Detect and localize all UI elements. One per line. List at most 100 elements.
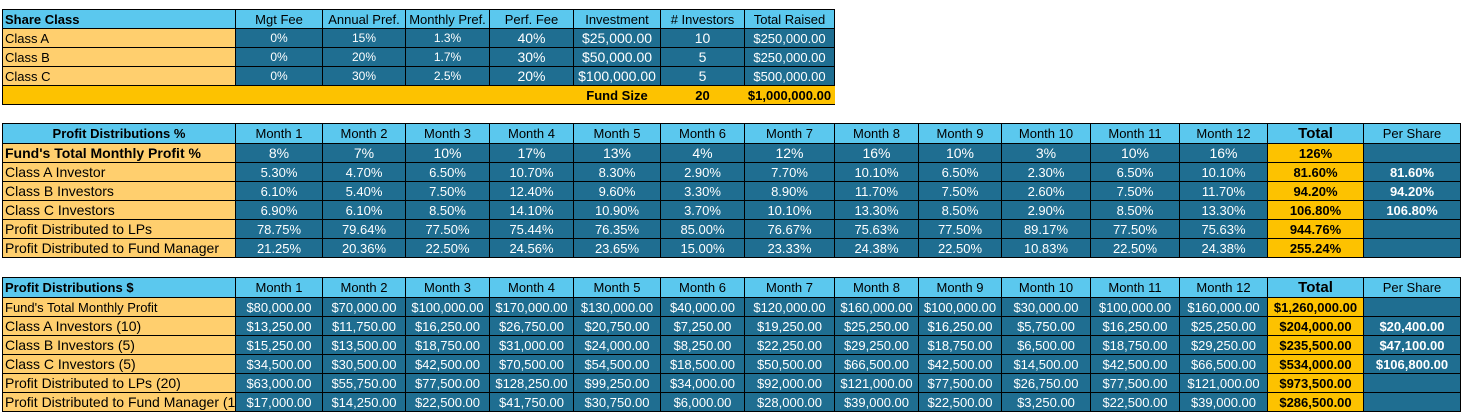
month-value-cell[interactable]: 10.83% [1001, 238, 1091, 258]
month-value-cell[interactable]: 3.70% [660, 200, 745, 220]
month-value-cell[interactable]: 13% [573, 143, 661, 163]
month-value-cell[interactable]: $121,000.00 [1179, 373, 1268, 393]
month-value-cell[interactable]: $16,250.00 [1090, 316, 1180, 336]
row-label-cell[interactable]: Class C [2, 66, 236, 86]
month-value-cell[interactable]: 10.90% [573, 200, 661, 220]
month-value-cell[interactable]: $13,250.00 [235, 316, 323, 336]
month-value-cell[interactable]: 10.10% [744, 200, 835, 220]
month-value-cell[interactable]: $66,500.00 [834, 354, 919, 374]
header-cell[interactable]: Month 6 [660, 123, 745, 144]
header-cell[interactable]: Month 7 [744, 123, 835, 144]
month-value-cell[interactable]: 79.64% [322, 219, 406, 239]
month-value-cell[interactable]: 2.60% [1001, 181, 1091, 201]
cell[interactable]: 0% [235, 28, 323, 48]
month-value-cell[interactable]: 2.90% [660, 162, 745, 182]
header-cell[interactable]: Month 12 [1179, 123, 1268, 144]
month-value-cell[interactable]: $18,750.00 [405, 335, 490, 355]
month-value-cell[interactable]: $18,500.00 [660, 354, 745, 374]
cell[interactable]: 10 [660, 28, 745, 48]
month-value-cell[interactable]: 9.60% [573, 181, 661, 201]
cell[interactable]: 30% [322, 66, 406, 86]
header-cell[interactable]: Month 11 [1090, 123, 1180, 144]
month-value-cell[interactable]: 89.17% [1001, 219, 1091, 239]
month-value-cell[interactable]: 7% [322, 143, 406, 163]
month-value-cell[interactable]: 11.70% [834, 181, 919, 201]
total-cell[interactable]: $1,260,000.00 [1267, 297, 1364, 317]
month-value-cell[interactable]: $14,500.00 [1001, 354, 1091, 374]
cell[interactable]: $100,000.00 [573, 66, 661, 86]
month-value-cell[interactable]: 78.75% [235, 219, 323, 239]
month-value-cell[interactable]: 16% [1179, 143, 1268, 163]
month-value-cell[interactable]: 3.30% [660, 181, 745, 201]
header-cell[interactable]: Month 9 [918, 123, 1002, 144]
month-value-cell[interactable]: 15.00% [660, 238, 745, 258]
month-value-cell[interactable]: $39,000.00 [834, 392, 919, 412]
month-value-cell[interactable]: 76.35% [573, 219, 661, 239]
month-value-cell[interactable]: $99,250.00 [573, 373, 661, 393]
month-value-cell[interactable]: $70,500.00 [489, 354, 574, 374]
month-value-cell[interactable]: 10% [918, 143, 1002, 163]
cell[interactable]: 20% [489, 66, 574, 86]
header-cell[interactable]: Mgt Fee [235, 9, 323, 29]
month-value-cell[interactable]: 5.30% [235, 162, 323, 182]
cell[interactable]: 40% [489, 28, 574, 48]
header-cell[interactable]: Month 2 [322, 123, 406, 144]
month-value-cell[interactable]: 14.10% [489, 200, 574, 220]
total-cell[interactable]: $534,000.00 [1267, 354, 1364, 374]
cell[interactable]: 30% [489, 47, 574, 67]
total-cell[interactable]: 126% [1267, 143, 1364, 163]
month-value-cell[interactable]: 4% [660, 143, 745, 163]
header-cell[interactable]: Month 4 [489, 123, 574, 144]
month-value-cell[interactable]: 22.50% [918, 238, 1002, 258]
cell[interactable]: 15% [322, 28, 406, 48]
month-value-cell[interactable]: 13.30% [1179, 200, 1268, 220]
month-value-cell[interactable]: $80,000.00 [235, 297, 323, 317]
header-cell[interactable]: Total [1267, 123, 1364, 144]
month-value-cell[interactable]: $55,750.00 [322, 373, 406, 393]
month-value-cell[interactable]: $54,500.00 [573, 354, 661, 374]
total-cell[interactable]: 944.76% [1267, 219, 1364, 239]
month-value-cell[interactable]: 77.50% [405, 219, 490, 239]
month-value-cell[interactable]: $77,500.00 [1090, 373, 1180, 393]
month-value-cell[interactable]: $34,000.00 [660, 373, 745, 393]
month-value-cell[interactable]: $22,500.00 [918, 392, 1002, 412]
header-cell[interactable]: Share Class [2, 9, 236, 29]
total-cell[interactable]: $204,000.00 [1267, 316, 1364, 336]
cell[interactable]: $25,000.00 [573, 28, 661, 48]
cell[interactable]: $250,000.00 [744, 28, 835, 48]
month-value-cell[interactable]: $3,250.00 [1001, 392, 1091, 412]
header-cell[interactable]: Month 2 [322, 277, 406, 298]
month-value-cell[interactable]: $18,750.00 [918, 335, 1002, 355]
month-value-cell[interactable]: 16% [834, 143, 919, 163]
header-cell[interactable]: Month 3 [405, 277, 490, 298]
month-value-cell[interactable]: $26,750.00 [489, 316, 574, 336]
month-value-cell[interactable]: $92,000.00 [744, 373, 835, 393]
per-share-cell[interactable] [1363, 238, 1461, 258]
month-value-cell[interactable]: 8.50% [1090, 200, 1180, 220]
month-value-cell[interactable]: $22,500.00 [1090, 392, 1180, 412]
month-value-cell[interactable]: $26,750.00 [1001, 373, 1091, 393]
month-value-cell[interactable]: $22,500.00 [405, 392, 490, 412]
header-cell[interactable]: Total [1267, 277, 1364, 298]
month-value-cell[interactable]: 10.10% [834, 162, 919, 182]
per-share-cell[interactable]: 81.60% [1363, 162, 1461, 182]
month-value-cell[interactable]: 8.50% [918, 200, 1002, 220]
month-value-cell[interactable]: $42,500.00 [918, 354, 1002, 374]
month-value-cell[interactable]: $5,750.00 [1001, 316, 1091, 336]
month-value-cell[interactable]: 10% [405, 143, 490, 163]
month-value-cell[interactable]: 75.63% [834, 219, 919, 239]
per-share-cell[interactable]: 94.20% [1363, 181, 1461, 201]
month-value-cell[interactable]: $25,250.00 [1179, 316, 1268, 336]
per-share-cell[interactable]: 106.80% [1363, 200, 1461, 220]
month-value-cell[interactable]: $29,250.00 [834, 335, 919, 355]
cell[interactable]: 2.5% [405, 66, 490, 86]
month-value-cell[interactable]: $30,000.00 [1001, 297, 1091, 317]
month-value-cell[interactable]: $100,000.00 [918, 297, 1002, 317]
month-value-cell[interactable]: $40,000.00 [660, 297, 745, 317]
per-share-cell[interactable] [1363, 143, 1461, 163]
month-value-cell[interactable]: 75.63% [1179, 219, 1268, 239]
per-share-cell[interactable] [1363, 373, 1461, 393]
header-cell[interactable]: Profit Distributions % [2, 123, 236, 144]
header-cell[interactable]: Month 3 [405, 123, 490, 144]
header-cell[interactable]: Month 10 [1001, 277, 1091, 298]
